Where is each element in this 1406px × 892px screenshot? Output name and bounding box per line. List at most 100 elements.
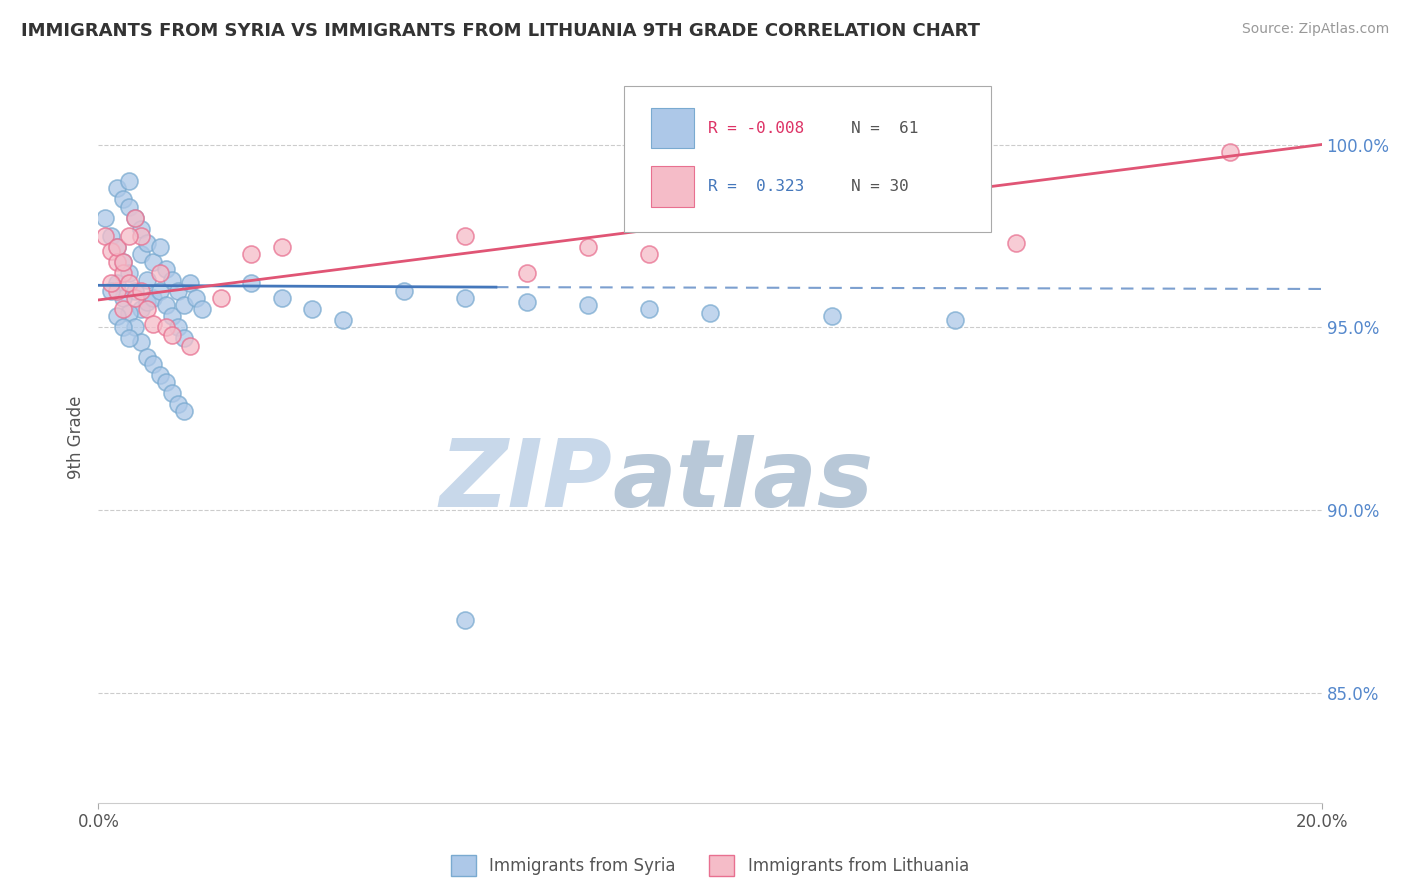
Point (699, 306, 721, 320)
Point (160, 386, 183, 401)
Point (1219, 145, 1241, 159)
Point (516, 265, 538, 279)
Point (173, 404, 195, 418)
Point (209, 291, 232, 305)
Point (105, 240, 128, 254)
Point (454, 613, 477, 627)
Point (136, 301, 159, 317)
Point (149, 240, 172, 254)
Point (111, 291, 134, 305)
Point (142, 317, 165, 331)
Point (111, 265, 134, 279)
Point (155, 320, 177, 334)
Point (129, 301, 152, 317)
Point (191, 301, 214, 317)
Text: atlas: atlas (612, 435, 873, 527)
Point (111, 254, 134, 268)
Point (100, 244, 122, 258)
Point (149, 368, 172, 382)
Point (160, 310, 183, 324)
Point (149, 284, 172, 298)
Point (637, 247, 661, 261)
Point (173, 298, 195, 312)
Point (105, 277, 128, 291)
Point (111, 193, 134, 207)
Point (821, 310, 844, 324)
Point (240, 277, 263, 291)
Point (136, 273, 159, 287)
Point (105, 240, 128, 254)
Point (105, 254, 128, 268)
Point (124, 291, 146, 305)
Text: ZIP: ZIP (439, 435, 612, 527)
Point (270, 291, 292, 305)
Point (301, 301, 323, 317)
Legend: Immigrants from Syria, Immigrants from Lithuania: Immigrants from Syria, Immigrants from L… (444, 848, 976, 882)
Text: N =  61: N = 61 (851, 121, 918, 136)
Point (149, 265, 172, 279)
Point (111, 254, 134, 268)
Point (142, 291, 165, 305)
Point (100, 284, 122, 298)
Point (93, 228, 115, 243)
Point (167, 284, 190, 298)
Point (142, 254, 165, 268)
Point (155, 375, 177, 389)
Point (124, 320, 146, 334)
FancyBboxPatch shape (624, 86, 991, 232)
Point (179, 339, 201, 353)
Point (576, 240, 599, 254)
Point (186, 291, 208, 305)
Point (136, 350, 159, 364)
Point (173, 331, 195, 345)
Point (454, 291, 477, 305)
Y-axis label: 9th Grade: 9th Grade (66, 395, 84, 479)
Point (332, 313, 354, 327)
Point (118, 277, 141, 291)
Point (637, 301, 661, 317)
Point (167, 397, 190, 411)
Point (129, 247, 152, 261)
Point (129, 221, 152, 235)
FancyBboxPatch shape (651, 108, 695, 148)
Point (118, 174, 141, 188)
Point (155, 261, 177, 276)
Point (124, 211, 146, 225)
Text: R =  0.323: R = 0.323 (707, 179, 804, 194)
Text: IMMIGRANTS FROM SYRIA VS IMMIGRANTS FROM LITHUANIA 9TH GRADE CORRELATION CHART: IMMIGRANTS FROM SYRIA VS IMMIGRANTS FROM… (21, 22, 980, 40)
Point (129, 284, 152, 298)
Point (160, 327, 183, 342)
Point (111, 320, 134, 334)
Point (576, 298, 599, 312)
Point (160, 273, 183, 287)
Point (118, 200, 141, 214)
Point (1004, 236, 1026, 251)
Point (240, 247, 263, 261)
Point (93, 211, 115, 225)
Text: N = 30: N = 30 (851, 179, 908, 194)
Point (136, 294, 159, 309)
Point (136, 236, 159, 251)
Point (105, 284, 128, 298)
Point (179, 277, 201, 291)
Point (392, 284, 416, 298)
Point (100, 277, 122, 291)
Point (118, 306, 141, 320)
Point (105, 310, 128, 324)
Point (129, 228, 152, 243)
Point (111, 301, 134, 317)
Point (270, 240, 292, 254)
Text: R = -0.008: R = -0.008 (707, 121, 804, 136)
Point (118, 331, 141, 345)
Point (105, 181, 128, 195)
Point (142, 357, 165, 371)
FancyBboxPatch shape (651, 167, 695, 207)
Point (129, 334, 152, 349)
Point (100, 228, 122, 243)
Point (454, 228, 477, 243)
Point (943, 313, 966, 327)
Point (124, 284, 146, 298)
Point (118, 228, 141, 243)
Point (118, 265, 141, 279)
Point (167, 320, 190, 334)
